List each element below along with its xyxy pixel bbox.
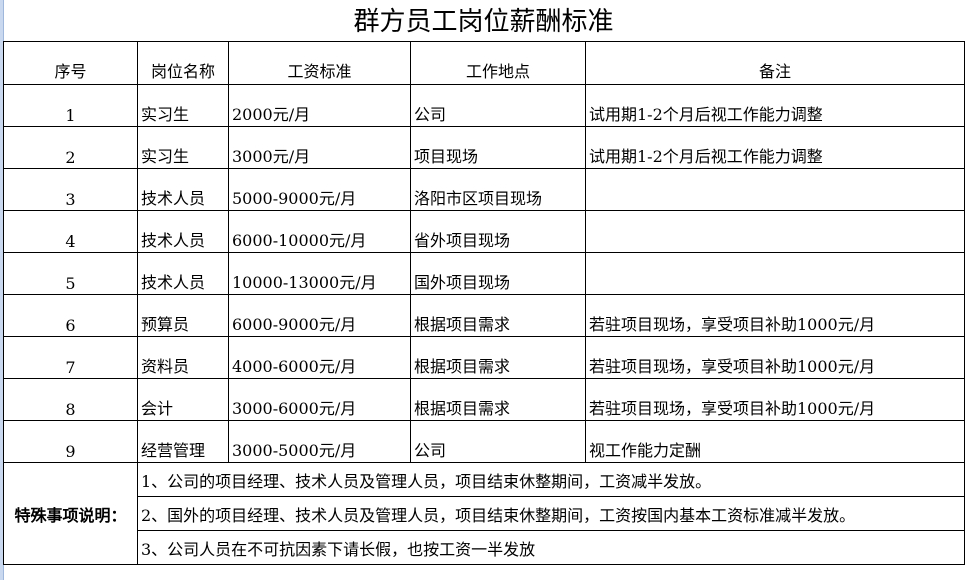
cell-position[interactable]: 预算员 [137, 294, 229, 337]
cell-no[interactable]: 5 [3, 252, 138, 295]
cell-location[interactable]: 公司 [410, 420, 586, 463]
note-row: 特殊事项说明： 1、公司的项目经理、技术人员及管理人员，项目结束休整期间，工资减半… [3, 462, 965, 565]
cell-salary[interactable]: 2000元/月 [228, 84, 411, 127]
table-row: 9 经营管理 3000-5000元/月 公司 视工作能力定酬 [3, 420, 965, 463]
cell-no[interactable]: 4 [3, 210, 138, 253]
cell-remark[interactable]: 视工作能力定酬 [585, 420, 965, 463]
header-position[interactable]: 岗位名称 [137, 41, 229, 85]
cell-position[interactable]: 技术人员 [137, 168, 229, 211]
salary-table: 序号 岗位名称 工资标准 工作地点 备注 1 实习生 2000元/月 公司 试用期1-2… [3, 41, 965, 565]
cell-remark[interactable] [585, 168, 965, 211]
table-row: 8 会计 3000-6000元/月 根据项目需求 若驻项目现场，享受项目补助1000元/… [3, 378, 965, 421]
header-salary[interactable]: 工资标准 [228, 41, 411, 85]
cell-location[interactable]: 公司 [410, 84, 586, 127]
cell-remark[interactable]: 若驻项目现场，享受项目补助1000元/月 [585, 336, 965, 379]
note-row: 2、国外的项目经理、技术人员及管理人员，项目结束休整期间，工资按国内基本工资标准… [4, 496, 965, 531]
notes-label[interactable]: 特殊事项说明： [3, 462, 138, 565]
cell-remark[interactable]: 若驻项目现场，享受项目补助1000元/月 [585, 294, 965, 337]
table-row: 6 预算员 6000-9000元/月 根据项目需求 若驻项目现场，享受项目补助1000元… [3, 294, 965, 337]
table-row: 4 技术人员 6000-10000元/月 省外项目现场 [3, 210, 965, 253]
cell-location[interactable]: 省外项目现场 [410, 210, 586, 253]
cell-location[interactable]: 根据项目需求 [410, 378, 586, 421]
header-location[interactable]: 工作地点 [410, 41, 586, 85]
cell-remark[interactable]: 试用期1-2个月后视工作能力调整 [585, 126, 965, 169]
cell-no[interactable]: 2 [3, 126, 138, 169]
note-item[interactable]: 1、公司的项目经理、技术人员及管理人员，项目结束休整期间，工资减半发放。 [137, 462, 965, 497]
cell-no[interactable]: 8 [3, 378, 138, 421]
cell-salary[interactable]: 6000-10000元/月 [228, 210, 411, 253]
note-item[interactable]: 2、国外的项目经理、技术人员及管理人员，项目结束休整期间，工资按国内基本工资标准… [137, 496, 965, 531]
cell-position[interactable]: 实习生 [137, 84, 229, 127]
cell-position[interactable]: 会计 [137, 378, 229, 421]
cell-remark[interactable]: 试用期1-2个月后视工作能力调整 [585, 84, 965, 127]
cell-location[interactable]: 项目现场 [410, 126, 586, 169]
cell-salary[interactable]: 10000-13000元/月 [228, 252, 411, 295]
table-row: 2 实习生 3000元/月 项目现场 试用期1-2个月后视工作能力调整 [3, 126, 965, 169]
cell-no[interactable]: 3 [3, 168, 138, 211]
table-row: 7 资料员 4000-6000元/月 根据项目需求 若驻项目现场，享受项目补助1000元… [3, 336, 965, 379]
cell-remark[interactable] [585, 210, 965, 253]
cell-no[interactable]: 6 [3, 294, 138, 337]
header-remark[interactable]: 备注 [585, 41, 965, 85]
cell-salary[interactable]: 3000-5000元/月 [228, 420, 411, 463]
cell-position[interactable]: 资料员 [137, 336, 229, 379]
table-row: 3 技术人员 5000-9000元/月 洛阳市区项目现场 [3, 168, 965, 211]
cell-remark[interactable] [585, 252, 965, 295]
table-row: 1 实习生 2000元/月 公司 试用期1-2个月后视工作能力调整 [3, 84, 965, 127]
cell-salary[interactable]: 6000-9000元/月 [228, 294, 411, 337]
table-row: 5 技术人员 10000-13000元/月 国外项目现场 [3, 252, 965, 295]
sheet-title: 群方员工岗位薪酬标准 [353, 7, 614, 37]
cell-position[interactable]: 技术人员 [137, 210, 229, 253]
header-row: 序号 岗位名称 工资标准 工作地点 备注 [3, 41, 965, 85]
header-no[interactable]: 序号 [3, 41, 138, 85]
cell-salary[interactable]: 4000-6000元/月 [228, 336, 411, 379]
cell-location[interactable]: 根据项目需求 [410, 294, 586, 337]
cell-location[interactable]: 根据项目需求 [410, 336, 586, 379]
cell-position[interactable]: 经营管理 [137, 420, 229, 463]
cell-location[interactable]: 国外项目现场 [410, 252, 586, 295]
cell-position[interactable]: 技术人员 [137, 252, 229, 295]
cell-no[interactable]: 7 [3, 336, 138, 379]
cell-salary[interactable]: 5000-9000元/月 [228, 168, 411, 211]
note-row: 3、公司人员在不可抗因素下请长假，也按工资一半发放 [4, 530, 965, 565]
cell-position[interactable]: 实习生 [137, 126, 229, 169]
cell-salary[interactable]: 3000元/月 [228, 126, 411, 169]
cell-remark[interactable]: 若驻项目现场，享受项目补助1000元/月 [585, 378, 965, 421]
cell-no[interactable]: 9 [3, 420, 138, 463]
cell-salary[interactable]: 3000-6000元/月 [228, 378, 411, 421]
cell-no[interactable]: 1 [3, 84, 138, 127]
note-item[interactable]: 3、公司人员在不可抗因素下请长假，也按工资一半发放 [137, 530, 965, 565]
cell-location[interactable]: 洛阳市区项目现场 [410, 168, 586, 211]
